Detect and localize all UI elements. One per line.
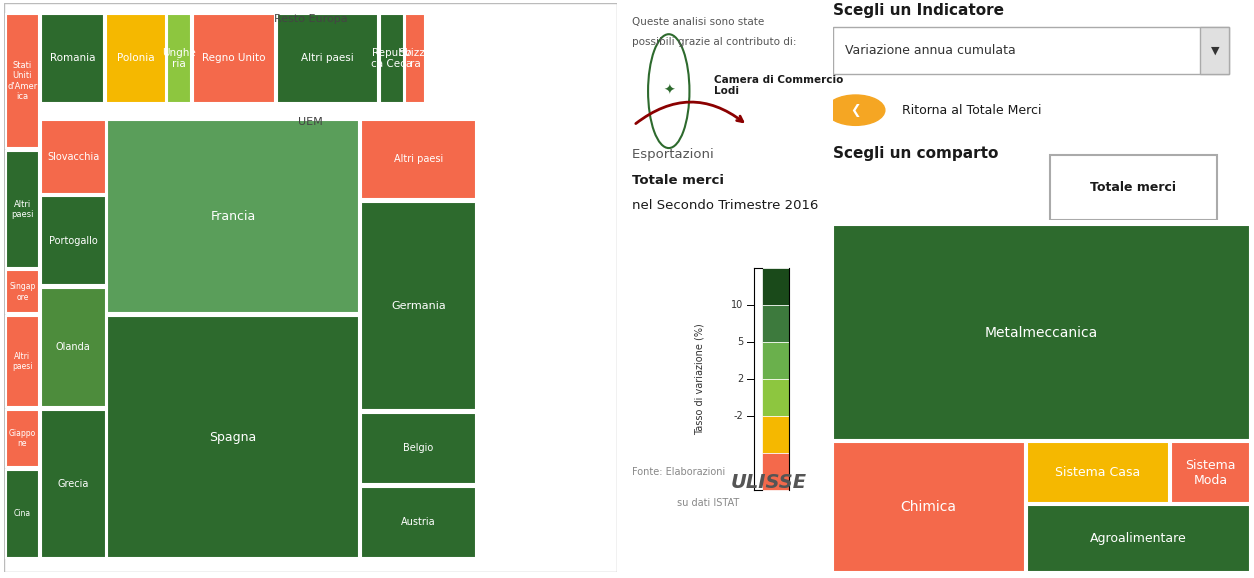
FancyBboxPatch shape bbox=[1027, 505, 1250, 572]
FancyBboxPatch shape bbox=[1027, 442, 1169, 503]
Text: Germania: Germania bbox=[391, 301, 445, 311]
Text: Tasso di variazione (%): Tasso di variazione (%) bbox=[695, 323, 705, 435]
Text: Queste analisi sono state: Queste analisi sono state bbox=[632, 17, 764, 27]
Text: Totale merci: Totale merci bbox=[1090, 181, 1176, 194]
Text: Sistema
Moda: Sistema Moda bbox=[1185, 458, 1236, 487]
FancyBboxPatch shape bbox=[5, 470, 39, 558]
FancyBboxPatch shape bbox=[1050, 154, 1216, 220]
Text: Olanda: Olanda bbox=[56, 342, 90, 353]
Text: Fonte: Elaborazioni: Fonte: Elaborazioni bbox=[632, 467, 725, 477]
Text: Portogallo: Portogallo bbox=[49, 236, 98, 246]
FancyBboxPatch shape bbox=[193, 14, 276, 102]
FancyBboxPatch shape bbox=[762, 268, 789, 305]
FancyBboxPatch shape bbox=[105, 14, 166, 102]
FancyBboxPatch shape bbox=[762, 305, 789, 342]
FancyBboxPatch shape bbox=[5, 316, 39, 407]
Text: Belgio: Belgio bbox=[404, 443, 434, 453]
FancyBboxPatch shape bbox=[41, 14, 104, 102]
Text: Regno Unito: Regno Unito bbox=[202, 53, 266, 64]
FancyBboxPatch shape bbox=[762, 342, 789, 379]
Text: Variazione annua cumulata: Variazione annua cumulata bbox=[845, 44, 1016, 57]
Text: Cina: Cina bbox=[14, 509, 31, 518]
Text: Singap
ore: Singap ore bbox=[9, 282, 35, 302]
FancyBboxPatch shape bbox=[4, 3, 617, 572]
Text: Romania: Romania bbox=[50, 53, 95, 64]
Text: Svizze
ra: Svizze ra bbox=[399, 47, 431, 69]
FancyBboxPatch shape bbox=[361, 202, 477, 410]
Text: Austria: Austria bbox=[401, 517, 435, 527]
Text: 10: 10 bbox=[731, 299, 744, 310]
FancyBboxPatch shape bbox=[833, 27, 1229, 75]
Text: nel Secondo Trimestre 2016: nel Secondo Trimestre 2016 bbox=[632, 199, 818, 212]
FancyBboxPatch shape bbox=[108, 120, 359, 313]
FancyBboxPatch shape bbox=[41, 197, 105, 285]
FancyBboxPatch shape bbox=[405, 14, 425, 102]
Text: Esportazioni: Esportazioni bbox=[632, 148, 717, 161]
Text: Sistema Casa: Sistema Casa bbox=[1055, 466, 1140, 479]
FancyBboxPatch shape bbox=[762, 379, 789, 416]
Text: Grecia: Grecia bbox=[58, 479, 89, 489]
FancyBboxPatch shape bbox=[41, 287, 105, 407]
Text: Spagna: Spagna bbox=[209, 431, 257, 443]
FancyBboxPatch shape bbox=[277, 14, 379, 102]
Text: Agroalimentare: Agroalimentare bbox=[1090, 532, 1186, 545]
FancyBboxPatch shape bbox=[5, 410, 39, 467]
FancyBboxPatch shape bbox=[361, 487, 477, 558]
Text: Scegli un Indicatore: Scegli un Indicatore bbox=[833, 3, 1003, 18]
Text: UEM: UEM bbox=[298, 117, 322, 127]
Text: ULISSE: ULISSE bbox=[731, 473, 808, 491]
Text: ✦: ✦ bbox=[663, 84, 675, 98]
Text: Giappo
ne: Giappo ne bbox=[9, 429, 36, 448]
Circle shape bbox=[826, 95, 885, 125]
Text: -2: -2 bbox=[734, 410, 744, 421]
Text: Altri
paesi: Altri paesi bbox=[13, 352, 33, 371]
Text: Resto Europa: Resto Europa bbox=[273, 14, 347, 24]
Text: Totale merci: Totale merci bbox=[632, 173, 724, 187]
Text: Ritorna al Totale Merci: Ritorna al Totale Merci bbox=[902, 103, 1041, 117]
Text: Altri
paesi: Altri paesi bbox=[11, 199, 34, 219]
FancyBboxPatch shape bbox=[1200, 27, 1229, 75]
Text: Scegli un comparto: Scegli un comparto bbox=[833, 146, 998, 161]
FancyBboxPatch shape bbox=[833, 442, 1025, 572]
Text: su dati ISTAT: su dati ISTAT bbox=[677, 498, 740, 508]
FancyBboxPatch shape bbox=[5, 151, 39, 268]
Text: possibili grazie al contributo di:: possibili grazie al contributo di: bbox=[632, 37, 796, 47]
Text: 5: 5 bbox=[737, 336, 744, 347]
FancyBboxPatch shape bbox=[108, 316, 359, 558]
FancyBboxPatch shape bbox=[41, 120, 105, 194]
Text: Francia: Francia bbox=[211, 210, 256, 223]
FancyBboxPatch shape bbox=[41, 410, 105, 558]
FancyBboxPatch shape bbox=[762, 416, 789, 453]
FancyBboxPatch shape bbox=[361, 120, 477, 199]
Text: Unghe
ria: Unghe ria bbox=[162, 47, 196, 69]
FancyBboxPatch shape bbox=[361, 413, 477, 484]
FancyBboxPatch shape bbox=[5, 14, 39, 148]
FancyBboxPatch shape bbox=[1171, 442, 1250, 503]
Text: 2: 2 bbox=[737, 373, 744, 384]
FancyBboxPatch shape bbox=[380, 14, 404, 102]
Text: Altri paesi: Altri paesi bbox=[301, 53, 354, 64]
FancyBboxPatch shape bbox=[762, 453, 789, 490]
Text: Chimica: Chimica bbox=[900, 500, 957, 514]
Text: Camera di Commercio
Lodi: Camera di Commercio Lodi bbox=[715, 75, 844, 97]
Text: Metalmeccanica: Metalmeccanica bbox=[984, 326, 1099, 340]
Text: Altri paesi: Altri paesi bbox=[394, 154, 443, 165]
Text: Stati
Uniti
d'Amer
ica: Stati Uniti d'Amer ica bbox=[8, 61, 38, 101]
FancyBboxPatch shape bbox=[168, 14, 191, 102]
Text: Polonia: Polonia bbox=[117, 53, 154, 64]
Text: ❮: ❮ bbox=[850, 103, 861, 117]
Text: ▼: ▼ bbox=[1210, 46, 1219, 55]
Text: Repubb
ca Ceca: Repubb ca Ceca bbox=[371, 47, 413, 69]
Text: Slovacchia: Slovacchia bbox=[48, 151, 99, 162]
FancyBboxPatch shape bbox=[833, 225, 1250, 440]
FancyBboxPatch shape bbox=[5, 271, 39, 313]
